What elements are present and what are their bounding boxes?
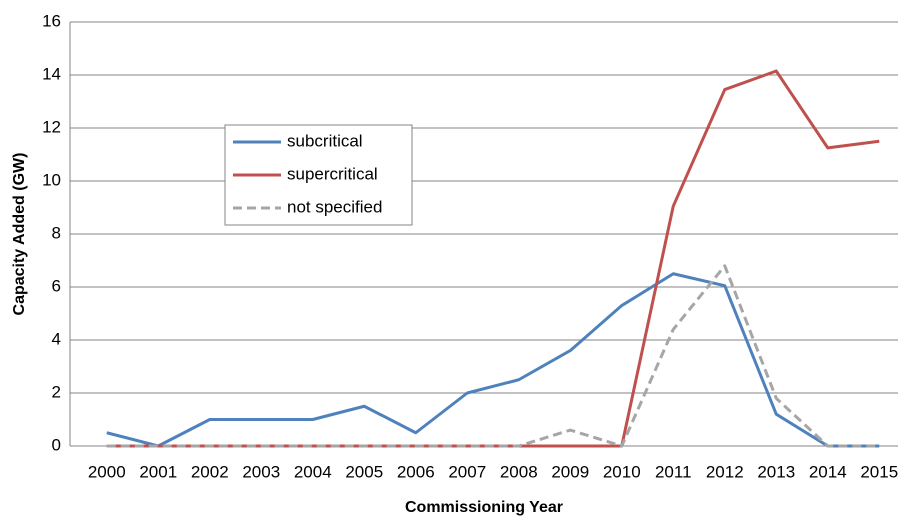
y-tick-label: 14 (42, 64, 61, 83)
x-tick-label: 2008 (500, 462, 538, 481)
x-tick-label: 2013 (757, 462, 795, 481)
x-tick-label: 2014 (809, 462, 847, 481)
y-tick-label: 10 (42, 170, 61, 189)
x-tick-label: 2012 (706, 462, 744, 481)
y-tick-label: 6 (52, 276, 61, 295)
y-tick-label: 8 (52, 223, 61, 242)
y-tick-label: 12 (42, 117, 61, 136)
x-tick-label: 2003 (242, 462, 280, 481)
x-tick-label: 2010 (603, 462, 641, 481)
x-tick-label: 2006 (397, 462, 435, 481)
line-series (106, 264, 880, 448)
x-axis-title: Commissioning Year (405, 499, 563, 516)
x-tick-label: 2011 (655, 462, 692, 481)
y-tick-label: 0 (52, 435, 61, 454)
x-tick-label: 2004 (294, 462, 332, 481)
x-tick-label: 2007 (448, 462, 486, 481)
x-tick-label: 2005 (345, 462, 383, 481)
line-series (106, 272, 880, 448)
line-series (106, 69, 880, 448)
y-tick-label: 4 (52, 329, 61, 348)
x-tick-label: 2002 (191, 462, 229, 481)
legend-label: not specified (287, 197, 382, 216)
x-tick-label: 2015 (860, 462, 898, 481)
x-tick-label: 2009 (551, 462, 589, 481)
legend-label: subcritical (287, 131, 363, 150)
x-tick-label: 2001 (139, 462, 177, 481)
y-axis-title: Capacity Added (GW) (11, 153, 28, 316)
legend-label: supercritical (287, 164, 378, 183)
y-tick-label: 16 (42, 11, 61, 30)
y-tick-label: 2 (52, 382, 61, 401)
x-tick-label: 2000 (88, 462, 126, 481)
